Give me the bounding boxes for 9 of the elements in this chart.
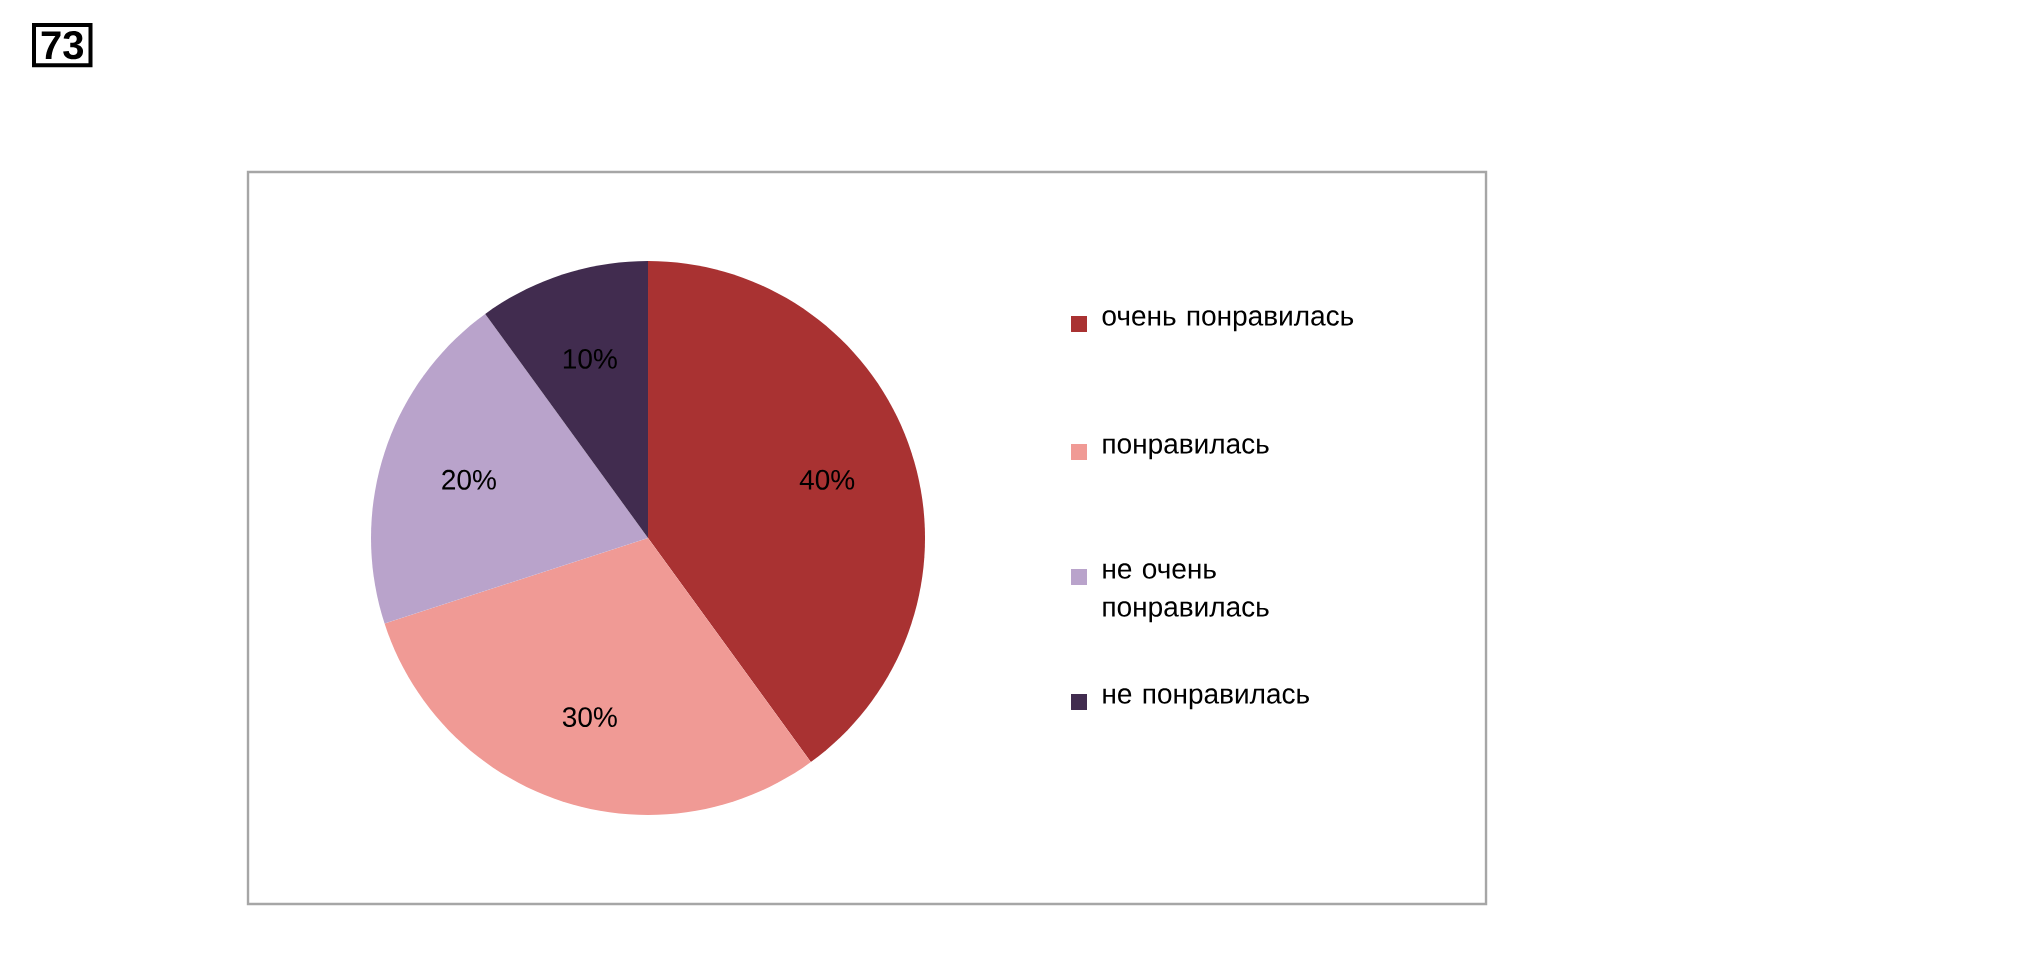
legend-label: не понравилась xyxy=(1103,688,1309,710)
data-label: 20% xyxy=(442,469,496,490)
data-label: 10% xyxy=(563,348,617,369)
data-label: 30% xyxy=(562,707,617,728)
legend-label: очень понравилась xyxy=(1102,310,1354,332)
legend-label: не очень понравилась xyxy=(1103,563,1269,623)
legend-label: понравилась xyxy=(1103,438,1269,460)
text: 73 xyxy=(41,30,84,60)
data-label: 40% xyxy=(799,469,855,490)
